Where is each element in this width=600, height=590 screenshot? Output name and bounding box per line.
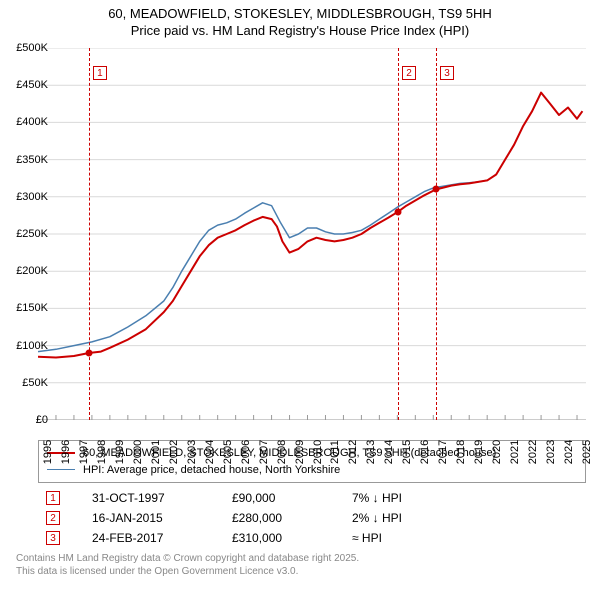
event-marker-box: 2 (402, 66, 416, 80)
event-date: 24-FEB-2017 (92, 531, 232, 545)
event-marker-icon: 1 (46, 491, 60, 505)
event-date: 16-JAN-2015 (92, 511, 232, 525)
chart-container: 60, MEADOWFIELD, STOKESLEY, MIDDLESBROUG… (0, 0, 600, 590)
x-tick-label: 2014 (383, 440, 395, 464)
attribution: Contains HM Land Registry data © Crown c… (16, 552, 359, 578)
x-tick-label: 2000 (132, 440, 144, 464)
event-marker-line (398, 48, 399, 420)
y-tick-label: £300K (16, 191, 48, 203)
x-tick-label: 2021 (509, 440, 521, 464)
event-marker-line (436, 48, 437, 420)
event-row: 2 16-JAN-2015 £280,000 2% ↓ HPI (46, 508, 578, 528)
x-tick-label: 2015 (401, 440, 413, 464)
event-price: £90,000 (232, 491, 352, 505)
y-tick-label: £350K (16, 154, 48, 166)
event-marker-box: 1 (93, 66, 107, 80)
event-marker-dot (395, 208, 402, 215)
event-marker-dot (85, 350, 92, 357)
x-tick-label: 1997 (78, 440, 90, 464)
y-tick-label: £100K (16, 340, 48, 352)
x-tick-label: 1999 (114, 440, 126, 464)
x-tick-label: 2023 (545, 440, 557, 464)
x-tick-label: 1996 (60, 440, 72, 464)
legend-swatch (47, 469, 75, 470)
attribution-line: This data is licensed under the Open Gov… (16, 565, 359, 578)
plot-area: 1 2 3 (38, 48, 586, 420)
x-tick-label: 2001 (150, 440, 162, 464)
x-tick-label: 2009 (294, 440, 306, 464)
event-marker-icon: 2 (46, 511, 60, 525)
event-row: 3 24-FEB-2017 £310,000 ≈ HPI (46, 528, 578, 548)
y-tick-label: £250K (16, 228, 48, 240)
x-tick-label: 2004 (204, 440, 216, 464)
y-tick-label: £0 (36, 414, 48, 426)
title-address: 60, MEADOWFIELD, STOKESLEY, MIDDLESBROUG… (0, 6, 600, 23)
event-marker-line (89, 48, 90, 420)
legend-label: 60, MEADOWFIELD, STOKESLEY, MIDDLESBROUG… (83, 445, 496, 462)
x-tick-label: 2011 (329, 440, 341, 464)
event-marker-icon: 3 (46, 531, 60, 545)
x-tick-label: 2020 (491, 440, 503, 464)
y-tick-label: £200K (16, 265, 48, 277)
y-tick-label: £50K (22, 377, 48, 389)
x-tick-label: 2022 (527, 440, 539, 464)
x-tick-label: 2008 (276, 440, 288, 464)
y-tick-label: £400K (16, 116, 48, 128)
x-tick-label: 2024 (563, 440, 575, 464)
event-marker-box: 3 (440, 66, 454, 80)
event-marker-dot (432, 186, 439, 193)
x-tick-label: 2016 (419, 440, 431, 464)
x-tick-label: 1998 (96, 440, 108, 464)
x-tick-label: 2017 (437, 440, 449, 464)
event-date: 31-OCT-1997 (92, 491, 232, 505)
chart-title: 60, MEADOWFIELD, STOKESLEY, MIDDLESBROUG… (0, 0, 600, 40)
x-tick-label: 1995 (42, 440, 54, 464)
x-tick-label: 2006 (240, 440, 252, 464)
chart-svg (38, 48, 586, 420)
y-tick-label: £150K (16, 302, 48, 314)
event-table: 1 31-OCT-1997 £90,000 7% ↓ HPI 2 16-JAN-… (38, 482, 586, 552)
x-tick-label: 2025 (581, 440, 593, 464)
event-price: £280,000 (232, 511, 352, 525)
y-tick-label: £500K (16, 42, 48, 54)
event-price: £310,000 (232, 531, 352, 545)
event-delta: 7% ↓ HPI (352, 491, 472, 505)
attribution-line: Contains HM Land Registry data © Crown c… (16, 552, 359, 565)
event-delta: 2% ↓ HPI (352, 511, 472, 525)
x-tick-label: 2013 (365, 440, 377, 464)
event-delta: ≈ HPI (352, 531, 472, 545)
x-tick-label: 2003 (186, 440, 198, 464)
x-tick-label: 2005 (222, 440, 234, 464)
x-tick-label: 2012 (347, 440, 359, 464)
event-row: 1 31-OCT-1997 £90,000 7% ↓ HPI (46, 488, 578, 508)
y-tick-label: £450K (16, 79, 48, 91)
x-tick-label: 2007 (258, 440, 270, 464)
title-subtitle: Price paid vs. HM Land Registry's House … (0, 23, 600, 40)
x-tick-label: 2010 (312, 440, 324, 464)
x-tick-label: 2002 (168, 440, 180, 464)
x-tick-label: 2018 (455, 440, 467, 464)
x-tick-label: 2019 (473, 440, 485, 464)
